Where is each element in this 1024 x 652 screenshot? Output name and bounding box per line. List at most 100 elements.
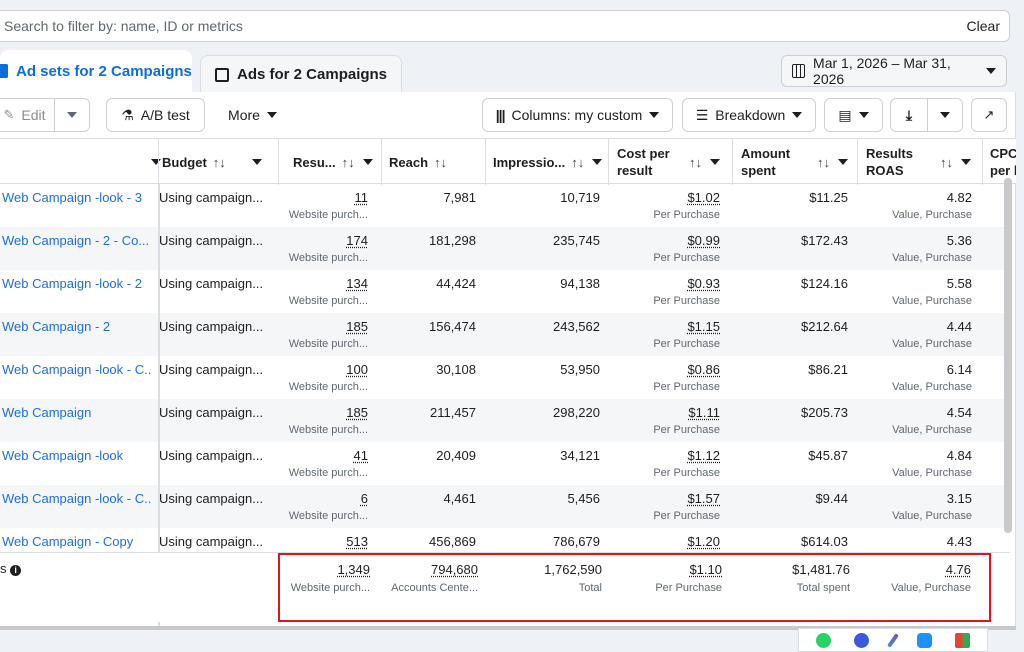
ad-set-name-link[interactable]: Web Campaign -look - 2 <box>2 276 142 291</box>
budget-cell: Using campaign... <box>159 405 264 420</box>
table-row[interactable]: Web Campaign -look - C... Using campaign.… <box>0 485 1010 528</box>
ad-set-name-link[interactable]: Web Campaign -look <box>2 448 124 463</box>
reach-cell: 456,869 <box>429 534 476 549</box>
tab-ad-sets[interactable]: Ad sets for 2 Campaigns <box>0 50 192 92</box>
cost-per-result-cell[interactable]: $0.86 <box>687 362 720 377</box>
clear-button[interactable]: Clear <box>966 18 1000 34</box>
ab-test-button[interactable]: ⚗ A/B test <box>106 98 205 132</box>
cost-per-result-cell[interactable]: $1.57 <box>687 491 720 506</box>
totals-results[interactable]: 1,349 <box>337 562 370 577</box>
column-header-cost-per-result[interactable]: Cost per result ↑↓ <box>617 139 732 185</box>
tab-ads-label: Ads for 2 Campaigns <box>237 66 388 83</box>
amount-spent-header: Amount spent <box>741 145 805 179</box>
table-row[interactable]: Web Campaign -look - C... Using campaign.… <box>0 356 1010 399</box>
totals-roas[interactable]: 4.76 <box>945 562 971 577</box>
chevron-down-icon <box>67 112 77 118</box>
chevron-down-icon <box>266 112 277 118</box>
edit-dropdown-button[interactable] <box>54 98 90 132</box>
amount-spent-cell: $172.43 <box>801 233 848 248</box>
search-input[interactable] <box>4 18 704 34</box>
cpc-header-line1: CPC <box>990 146 1016 161</box>
vertical-scrollbar[interactable] <box>1004 178 1012 533</box>
whatsapp-icon[interactable] <box>816 632 832 648</box>
budget-header-label: Budget <box>162 154 207 170</box>
column-header-cpc[interactable]: CPC per l <box>990 139 1016 185</box>
budget-cell: Using campaign... <box>159 190 264 205</box>
reports-button[interactable]: ▤ <box>824 98 883 132</box>
column-header-budget[interactable]: Budget ↑↓ <box>162 139 274 185</box>
column-header-amount-spent[interactable]: Amount spent ↑↓ <box>741 139 856 185</box>
totals-cost-per-result[interactable]: $1.10 <box>689 562 722 577</box>
column-divider <box>732 139 733 185</box>
horizontal-scrollbar[interactable] <box>0 626 1016 630</box>
column-header-reach[interactable]: Reach ↑↓ <box>389 139 485 185</box>
name-column-menu[interactable] <box>143 139 161 185</box>
cost-per-result-cell[interactable]: $1.15 <box>687 319 720 334</box>
ad-set-name-link[interactable]: Web Campaign -look - 3 <box>2 190 142 205</box>
messenger-icon[interactable] <box>853 632 869 648</box>
ad-set-name-link[interactable]: Web Campaign - 2 - Co... <box>2 233 150 248</box>
cost-per-result-cell[interactable]: $1.11 <box>688 405 720 420</box>
chevron-down-icon <box>710 159 720 165</box>
pen-icon[interactable] <box>887 632 899 648</box>
table-row[interactable]: Web Campaign - 2 Using campaign... 185 Webs… <box>0 313 1010 356</box>
cost-per-result-cell[interactable]: $0.93 <box>687 276 720 291</box>
table-row[interactable]: Web Campaign -look - 2 Using campaign... 1… <box>0 270 1010 313</box>
column-header-impressions[interactable]: Impressio... ↑↓ <box>493 139 608 185</box>
results-cell[interactable]: 6 <box>360 491 368 506</box>
totals-reach[interactable]: 794,680 <box>431 562 478 577</box>
top-strip <box>0 0 1024 10</box>
breakdown-label: Breakdown <box>715 107 786 123</box>
export-dropdown-button[interactable] <box>927 98 963 132</box>
ad-set-name-link[interactable]: Web Campaign <box>2 405 92 420</box>
column-header-results-roas[interactable]: Results ROAS ↑↓ <box>866 139 981 185</box>
columns-label: Columns: my custom <box>511 107 643 123</box>
cost-per-result-cell[interactable]: $1.02 <box>687 190 720 205</box>
results-cell[interactable]: 174 <box>346 233 368 248</box>
export-button[interactable]: ⤓ <box>890 98 928 132</box>
results-cell[interactable]: 134 <box>346 276 368 291</box>
table-row[interactable]: Web Campaign -look - 3 Using campaign... 1… <box>0 184 1010 227</box>
results-sub-cell: Website purch... <box>288 295 368 307</box>
cost-per-result-sub-cell: Per Purchase <box>653 338 720 350</box>
ad-set-name-link[interactable]: Web Campaign -look - C... <box>2 491 152 506</box>
table-row[interactable]: Web Campaign - 2 - Co... Using campaign..… <box>0 227 1010 270</box>
results-cell[interactable]: 513 <box>346 534 368 549</box>
main-panel: ✎ Edit ⚗ A/B test More ||| Columns: my c… <box>0 92 1016 627</box>
budget-cell: Using campaign... <box>159 491 264 506</box>
ad-set-name-link[interactable]: Web Campaign - 2 <box>2 319 111 334</box>
edit-button[interactable]: ✎ Edit <box>0 98 54 132</box>
results-cell[interactable]: 100 <box>346 362 368 377</box>
tab-ads[interactable]: Ads for 2 Campaigns <box>200 55 402 93</box>
columns-button[interactable]: ||| Columns: my custom <box>482 98 673 132</box>
date-range-picker[interactable]: Mar 1, 2026 – Mar 31, 2026 <box>781 55 1007 87</box>
chevron-down-icon <box>792 112 803 118</box>
results-cell[interactable]: 185 <box>346 319 368 334</box>
info-icon[interactable]: i <box>10 565 22 576</box>
charts-button[interactable]: ↗ <box>971 98 1007 132</box>
column-header-results[interactable]: Resu... ↑↓ <box>293 139 379 185</box>
results-cell[interactable]: 185 <box>346 405 368 420</box>
ab-test-label: A/B test <box>140 107 190 123</box>
results-cell[interactable]: 41 <box>353 448 368 463</box>
app-icon[interactable] <box>954 632 970 648</box>
more-button[interactable]: More <box>215 98 290 132</box>
security-icon[interactable] <box>917 632 933 648</box>
amount-spent-header-line2: spent <box>741 163 776 178</box>
table-row[interactable]: Web Campaign - Copy Using campaign... 513 4… <box>0 528 1010 571</box>
cost-per-result-cell[interactable]: $0.99 <box>687 233 720 248</box>
sort-icon: ↑↓ <box>689 154 702 170</box>
table-row[interactable]: Web Campaign Using campaign... 185 Website … <box>0 399 1010 442</box>
ad-sets-icon <box>0 64 8 78</box>
ad-set-name-link[interactable]: Web Campaign -look - C... <box>2 362 152 377</box>
results-cell[interactable]: 11 <box>354 190 369 205</box>
ad-set-name-link[interactable]: Web Campaign - Copy <box>2 534 134 549</box>
cost-per-result-header-line1: Cost per <box>617 146 670 161</box>
table-row[interactable]: Web Campaign -look Using campaign... 41 Web… <box>0 442 1010 485</box>
cost-per-result-cell[interactable]: $1.12 <box>687 448 720 463</box>
totals-results-sub: Website purch... <box>290 582 370 594</box>
reach-cell: 7,981 <box>443 190 476 205</box>
breakdown-button[interactable]: ☰ Breakdown <box>682 98 816 132</box>
cost-per-result-cell[interactable]: $1.20 <box>687 534 720 549</box>
calendar-icon <box>792 64 806 78</box>
